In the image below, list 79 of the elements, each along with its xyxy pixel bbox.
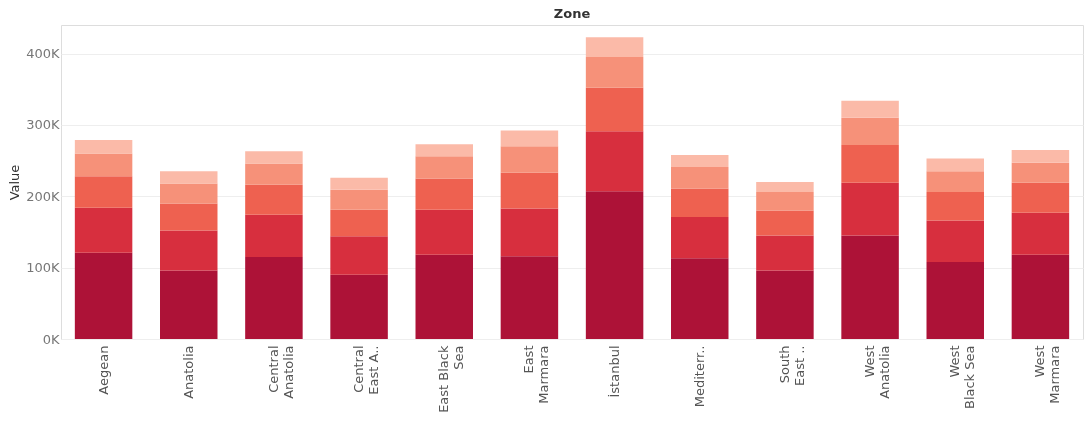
x-tick-label: West Black Sea: [947, 345, 978, 410]
bar: [500, 146, 559, 173]
bar: [671, 258, 729, 339]
y-tick-label: 0K: [42, 331, 60, 347]
bar: [585, 57, 644, 88]
y-tick-label: 300K: [26, 117, 60, 133]
y-tick-label: 100K: [26, 260, 60, 276]
bar: [160, 230, 218, 271]
bar: [1011, 149, 1070, 163]
bar: [926, 158, 984, 172]
bar: [841, 117, 899, 145]
x-tick-label: West Anatolia: [862, 345, 893, 399]
bar: [585, 87, 644, 132]
bar: [160, 270, 218, 339]
bar: [245, 151, 303, 164]
bar: [756, 235, 814, 271]
bar: [756, 270, 814, 339]
bar: [500, 256, 559, 339]
bar: [330, 177, 388, 190]
bar: [1011, 254, 1070, 339]
bar: [841, 100, 899, 118]
bar: [415, 209, 473, 255]
bar: [926, 220, 984, 262]
bar: [330, 236, 388, 275]
bar: [585, 37, 644, 58]
bar: [1011, 182, 1070, 213]
bar: [74, 207, 133, 253]
x-tick-label: East Marmara: [521, 345, 552, 404]
bar: [330, 209, 388, 237]
bar: [756, 182, 814, 192]
bar: [756, 210, 814, 236]
bar: [245, 256, 303, 339]
x-tick-label: East Black Sea: [436, 345, 467, 413]
x-tick-label: Aegean: [95, 345, 111, 395]
bar: [1011, 162, 1070, 183]
x-tick-label: Mediterr..: [691, 345, 707, 408]
bar: [671, 216, 729, 259]
bar: [500, 130, 559, 147]
bar: [671, 188, 729, 217]
x-tick-label: Central East A..: [351, 345, 382, 395]
y-axis-title: Value: [7, 164, 23, 201]
bar: [330, 189, 388, 210]
bar: [160, 171, 218, 184]
bar: [841, 235, 899, 339]
bar: [245, 214, 303, 257]
bar: [756, 191, 814, 211]
bar: [74, 176, 133, 208]
x-tick-label: Central Anatolia: [265, 345, 296, 399]
x-tick-label: West Marmara: [1032, 345, 1063, 404]
bar: [415, 144, 473, 157]
bar: [841, 182, 899, 236]
bar: [415, 178, 473, 210]
bar: [160, 203, 218, 231]
bar: [671, 154, 729, 168]
bar: [415, 156, 473, 179]
bar: [926, 261, 984, 339]
bar: [841, 144, 899, 183]
x-axis-title: Zone: [553, 6, 591, 21]
bar: [926, 171, 984, 192]
x-tick-label: İstanbul: [606, 345, 622, 398]
bar: [74, 252, 133, 339]
y-tick-label: 400K: [26, 46, 60, 62]
bar: [585, 131, 644, 192]
bar: [330, 274, 388, 339]
bar: [500, 208, 559, 257]
bar: [74, 139, 133, 154]
bar: [160, 183, 218, 204]
bar: [245, 184, 303, 215]
bar: [415, 254, 473, 339]
bar: [671, 167, 729, 189]
y-tick-label: 200K: [26, 188, 60, 204]
bar: [585, 191, 644, 339]
bar: [926, 191, 984, 221]
x-tick-label: Anatolia: [180, 345, 196, 399]
bar: [245, 163, 303, 185]
bar: [74, 153, 133, 177]
bar: [1011, 212, 1070, 255]
bar: [500, 172, 559, 209]
x-tick-label: South East ..: [776, 345, 807, 386]
